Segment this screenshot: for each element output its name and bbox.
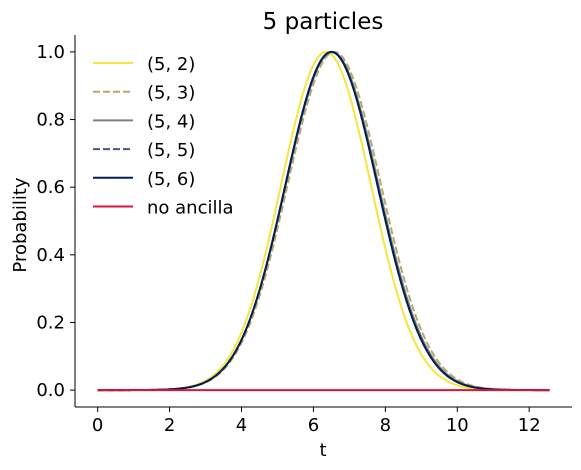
x-tick-label: 10 — [446, 415, 469, 436]
x-tick-label: 2 — [164, 415, 175, 436]
plot-area — [97, 50, 550, 392]
y-tick-label: 1.0 — [36, 42, 65, 63]
legend-label: (5, 6) — [147, 169, 195, 190]
axes — [74, 35, 572, 408]
legend-label: (5, 2) — [147, 54, 195, 75]
y-tick-label: 0.4 — [36, 245, 65, 266]
x-axis-label: t — [319, 440, 326, 461]
y-tick-label: 0.6 — [36, 177, 65, 198]
x-tick-label: 0 — [92, 415, 103, 436]
x-tick-label: 8 — [380, 415, 391, 436]
legend-label: no ancilla — [147, 198, 234, 219]
y-ticks: 0.0 0.2 0.4 0.6 0.8 1.0 — [36, 42, 75, 401]
x-ticks: 0 2 4 6 8 10 12 — [92, 407, 541, 436]
y-tick-label: 0.8 — [36, 110, 65, 131]
y-tick-label: 0.2 — [36, 312, 65, 333]
y-axis-label: Probability — [10, 177, 31, 272]
x-tick-label: 12 — [518, 415, 541, 436]
legend-label: (5, 5) — [147, 140, 195, 161]
legend-label: (5, 4) — [147, 111, 195, 132]
legend: (5, 2) (5, 3) (5, 4) (5, 5) (5, 6) no ancilla — [93, 54, 234, 219]
x-tick-label: 4 — [236, 415, 247, 436]
y-tick-label: 0.0 — [36, 380, 65, 401]
legend-label: (5, 3) — [147, 83, 195, 104]
x-tick-label: 6 — [308, 415, 319, 436]
chart-title: 5 particles — [263, 9, 384, 35]
